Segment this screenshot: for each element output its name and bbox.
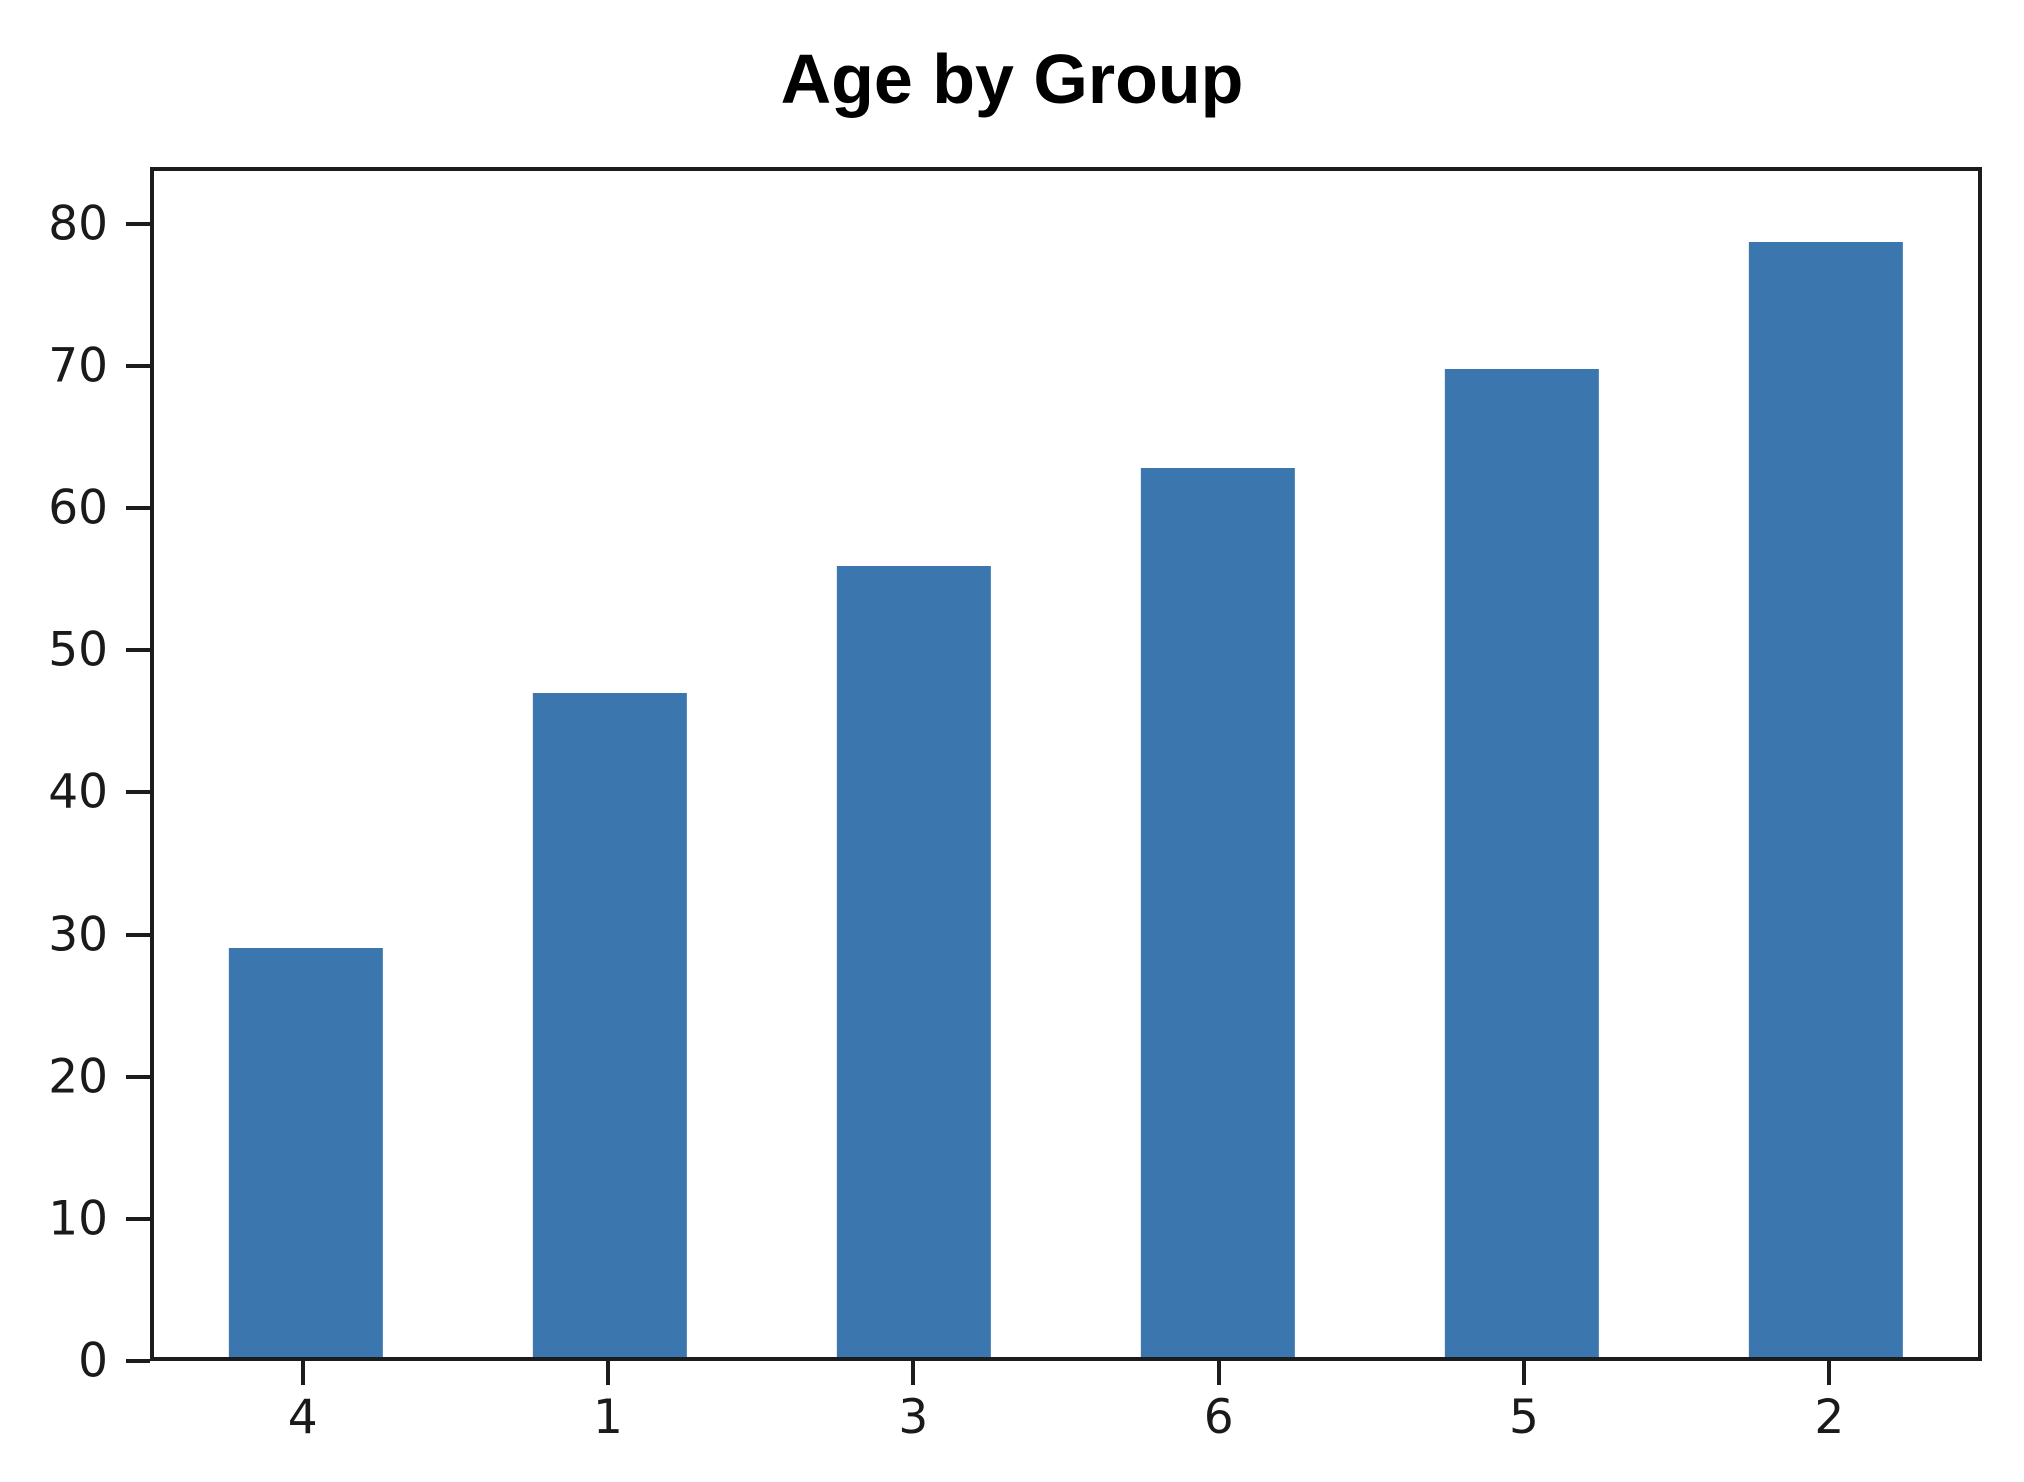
y-axis-labels: 0 10 20 30 40 50 60 70 80 bbox=[0, 167, 116, 1384]
y-tick-label-20: 20 bbox=[48, 1049, 108, 1105]
x-tick-mark-4 bbox=[300, 1361, 305, 1385]
y-tick-mark-40 bbox=[126, 790, 150, 795]
x-tick-mark-3 bbox=[911, 1361, 916, 1385]
y-tick-mark-70 bbox=[126, 364, 150, 368]
y-tick-label-0: 0 bbox=[78, 1333, 108, 1389]
bar-category-2 bbox=[1748, 241, 1904, 1357]
y-tick-label-50: 50 bbox=[48, 622, 108, 678]
y-tick-mark-10 bbox=[126, 1216, 150, 1221]
x-tick-mark-5 bbox=[1522, 1361, 1526, 1385]
bar-category-5 bbox=[1444, 368, 1600, 1357]
y-tick-label-70: 70 bbox=[48, 338, 108, 394]
x-tick-label-4: 4 bbox=[287, 1390, 318, 1445]
y-tick-mark-80 bbox=[126, 221, 150, 226]
y-tick-mark-20 bbox=[126, 1074, 150, 1079]
y-tick-label-80: 80 bbox=[48, 196, 108, 252]
x-tick-label-5: 5 bbox=[1509, 1390, 1539, 1445]
y-tick-label-40: 40 bbox=[48, 764, 108, 820]
x-axis-ticks bbox=[150, 1361, 1982, 1385]
x-tick-mark-1 bbox=[606, 1361, 610, 1385]
x-tick-label-3: 3 bbox=[898, 1390, 929, 1445]
bar-category-6 bbox=[1140, 467, 1296, 1357]
x-tick-label-2: 2 bbox=[1814, 1390, 1845, 1445]
y-axis-ticks bbox=[126, 167, 150, 1363]
bar-category-3 bbox=[836, 566, 992, 1357]
y-tick-mark-60 bbox=[126, 506, 150, 511]
y-tick-mark-0 bbox=[126, 1359, 150, 1363]
x-tick-mark-2 bbox=[1827, 1361, 1832, 1385]
bar-category-1 bbox=[532, 693, 688, 1357]
x-tick-mark-6 bbox=[1216, 1361, 1221, 1385]
y-tick-mark-30 bbox=[126, 932, 150, 937]
y-tick-label-60: 60 bbox=[48, 480, 108, 536]
y-tick-mark-50 bbox=[126, 648, 150, 653]
chart-title: Age by Group bbox=[780, 40, 1244, 118]
x-tick-label-6: 6 bbox=[1203, 1390, 1234, 1445]
bar-category-4 bbox=[228, 947, 384, 1357]
plot-area bbox=[150, 167, 1982, 1361]
y-tick-label-30: 30 bbox=[48, 907, 108, 963]
y-tick-label-10: 10 bbox=[48, 1191, 108, 1247]
x-tick-label-1: 1 bbox=[593, 1390, 623, 1445]
